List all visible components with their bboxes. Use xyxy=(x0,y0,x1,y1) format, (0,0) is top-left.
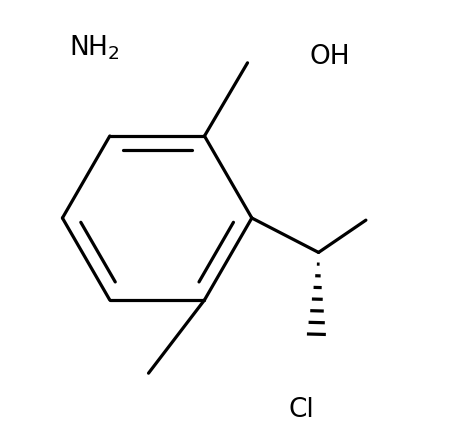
Text: NH$_2$: NH$_2$ xyxy=(69,34,120,62)
Text: Cl: Cl xyxy=(288,397,313,422)
Text: OH: OH xyxy=(309,44,350,70)
